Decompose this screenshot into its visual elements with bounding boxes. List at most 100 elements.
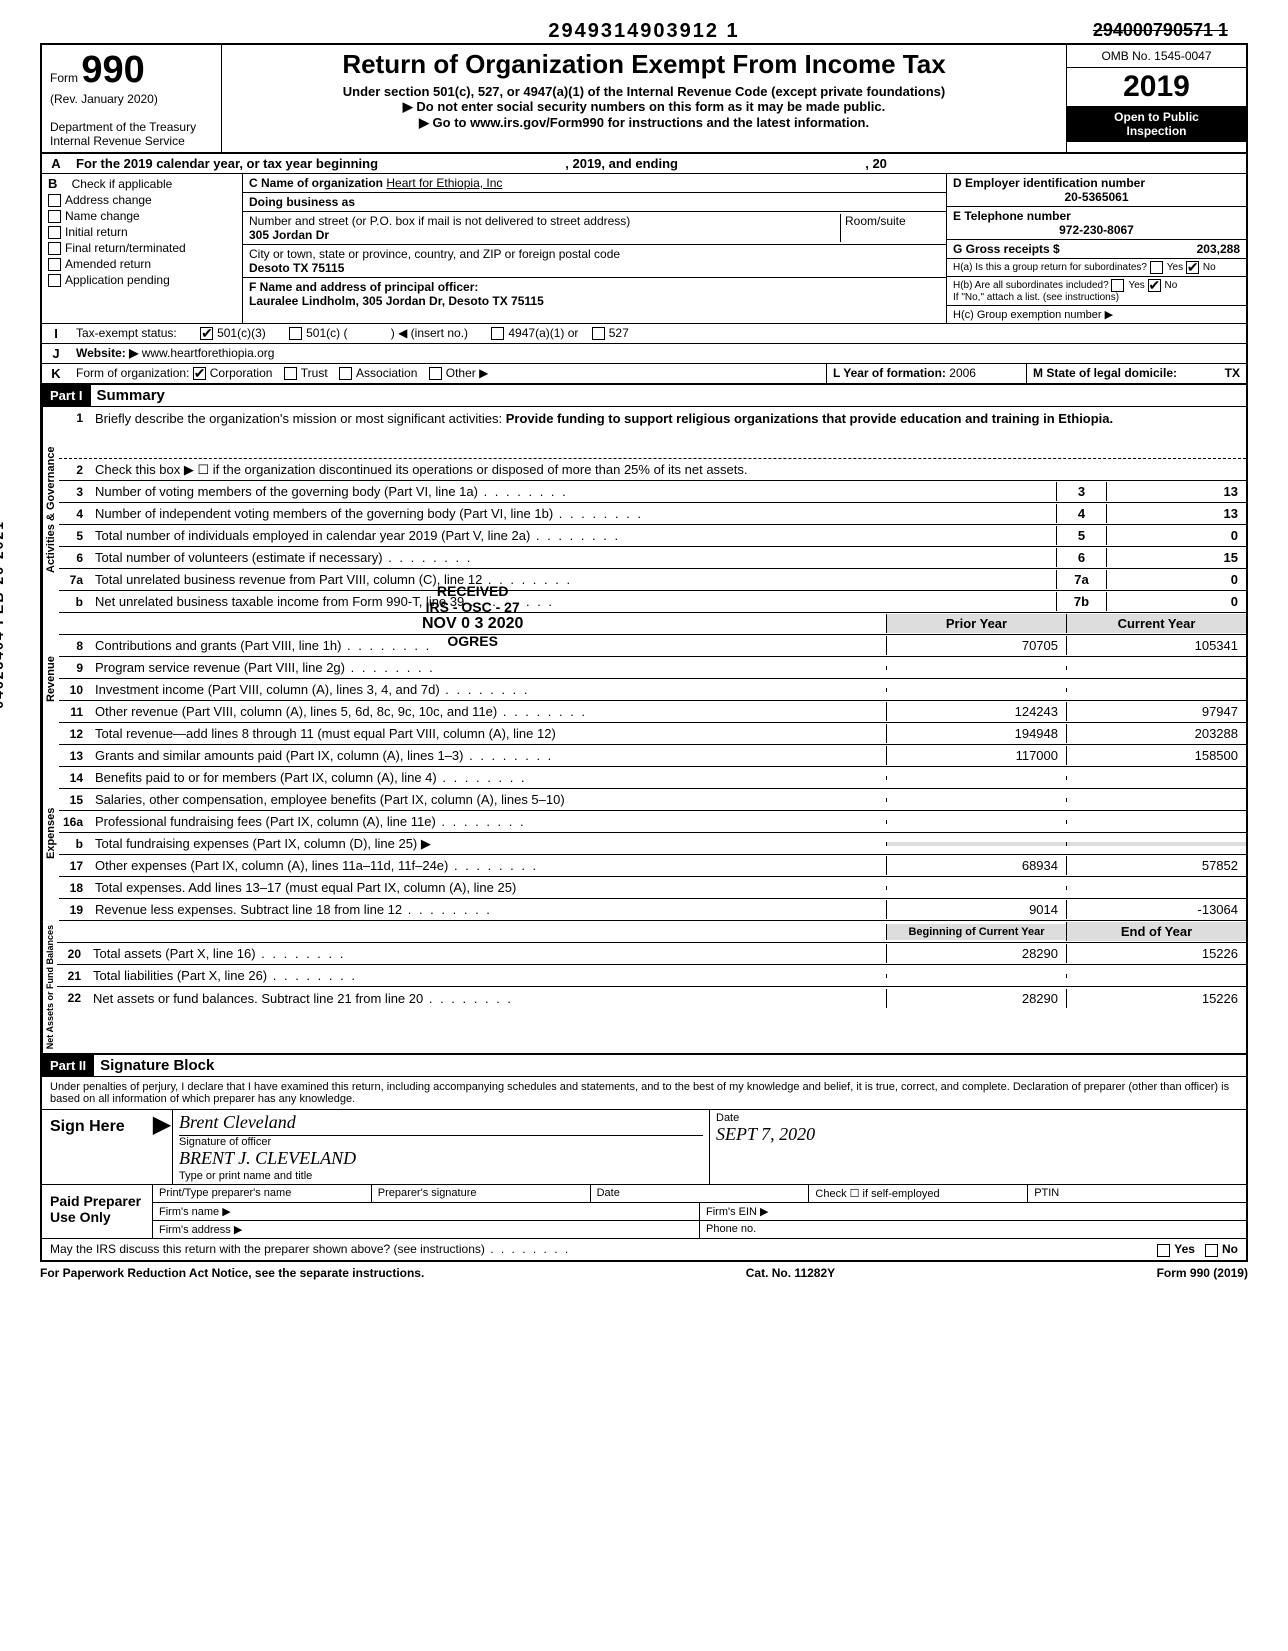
hc-label: H(c) Group exemption number ▶ [947, 306, 1246, 323]
hdr-prior: Prior Year [886, 614, 1066, 633]
chk-501c3[interactable] [200, 327, 213, 340]
opt-501c-insert: ) ◀ (insert no.) [391, 326, 468, 340]
c12: 203288 [1066, 724, 1246, 743]
e-label: E Telephone number [953, 209, 1071, 223]
label-k: K [42, 364, 70, 383]
lbl-application-pending: Application pending [65, 273, 170, 287]
c8: 105341 [1066, 636, 1246, 655]
part1-bar: Part I Summary [40, 385, 1248, 407]
line12: Total revenue—add lines 8 through 11 (mu… [91, 724, 886, 743]
firm-ein-label: Firm's EIN ▶ [699, 1203, 1246, 1220]
line8: Contributions and grants (Part VIII, lin… [91, 636, 886, 655]
name-label: Type or print name and title [179, 1170, 703, 1182]
c17: 57852 [1066, 856, 1246, 875]
chk-4947[interactable] [491, 327, 504, 340]
chk-final-return[interactable] [48, 242, 61, 255]
label-b: B [48, 176, 68, 191]
paid-preparer-label: Paid Preparer Use Only [42, 1185, 152, 1238]
vlabel-netassets: Net Assets or Fund Balances [42, 921, 57, 1053]
p12: 194948 [886, 724, 1066, 743]
chk-other[interactable] [429, 367, 442, 380]
val5: 0 [1106, 526, 1246, 545]
vlabel-governance: Activities & Governance [42, 407, 59, 613]
c10 [1066, 688, 1246, 692]
footer-left: For Paperwork Reduction Act Notice, see … [40, 1266, 424, 1280]
chk-501c[interactable] [289, 327, 302, 340]
may-discuss: May the IRS discuss this return with the… [50, 1242, 1157, 1256]
chk-name-change[interactable] [48, 210, 61, 223]
hdr-end: End of Year [1066, 922, 1246, 941]
line15: Salaries, other compensation, employee b… [91, 790, 886, 809]
city-value: Desoto TX 75115 [249, 261, 344, 275]
c19: -13064 [1066, 900, 1246, 919]
ha-yes: Yes [1167, 262, 1183, 273]
ha-label: H(a) Is this a group return for subordin… [953, 262, 1147, 273]
subtitle-2: Do not enter social security numbers on … [230, 99, 1058, 115]
discuss-yes: Yes [1174, 1242, 1195, 1256]
opt-4947: 4947(a)(1) or [508, 326, 578, 340]
c9 [1066, 666, 1246, 670]
lbl-address-change: Address change [65, 193, 152, 207]
chk-association[interactable] [339, 367, 352, 380]
check-if-self: Check ☐ if self-employed [808, 1185, 1027, 1202]
line10: Investment income (Part VIII, column (A)… [91, 680, 886, 699]
opt-association: Association [356, 366, 417, 380]
chk-initial-return[interactable] [48, 226, 61, 239]
irs-line: Internal Revenue Service [50, 134, 185, 148]
form-number: 990 [81, 49, 144, 91]
lbl-initial-return: Initial return [65, 225, 128, 239]
chk-application-pending[interactable] [48, 274, 61, 287]
opt-527: 527 [609, 326, 629, 340]
line11: Other revenue (Part VIII, column (A), li… [91, 702, 886, 721]
hb-no: No [1165, 280, 1178, 291]
c13: 158500 [1066, 746, 1246, 765]
prep-date-label: Date [590, 1185, 809, 1202]
chk-trust[interactable] [284, 367, 297, 380]
vlabel-revenue: Revenue [42, 613, 59, 745]
row-j: J Website: ▶ www.heartforethiopia.org [40, 344, 1248, 364]
line7a: Total unrelated business revenue from Pa… [91, 570, 1056, 589]
chk-discuss-yes[interactable] [1157, 1244, 1170, 1257]
c21 [1066, 974, 1246, 978]
label-a: A [42, 154, 70, 173]
chk-address-change[interactable] [48, 194, 61, 207]
c22: 15226 [1066, 989, 1246, 1008]
department: Department of the Treasury [50, 120, 196, 134]
sig-label: Signature of officer [179, 1136, 703, 1148]
side-stamp: 04623404 FEB 26 2021 [0, 520, 6, 709]
val4: 13 [1106, 504, 1246, 523]
check-if-applicable: Check if applicable [72, 177, 173, 191]
officer-name: BRENT J. CLEVELAND [179, 1148, 703, 1170]
chk-hb-no[interactable] [1148, 279, 1161, 292]
part2-header: Part II [42, 1055, 94, 1076]
subtitle-3: Go to www.irs.gov/Form990 for instructio… [230, 115, 1058, 131]
date-label: Date [716, 1112, 1240, 1124]
line5: Total number of individuals employed in … [91, 526, 1056, 545]
signature-block: Sign Here ▶ Brent Cleveland Signature of… [40, 1109, 1248, 1261]
block-bcdefgh: B Check if applicable Address change Nam… [40, 174, 1248, 324]
val6: 15 [1106, 548, 1246, 567]
row-i: I Tax-exempt status: 501(c)(3) 501(c) ( … [40, 324, 1248, 344]
line13: Grants and similar amounts paid (Part IX… [91, 746, 886, 765]
phone-label: Phone no. [699, 1221, 1246, 1238]
chk-hb-yes[interactable] [1111, 279, 1124, 292]
p11: 124243 [886, 702, 1066, 721]
part1-title: Summary [97, 387, 165, 404]
chk-amended-return[interactable] [48, 258, 61, 271]
c18 [1066, 886, 1246, 890]
p13: 117000 [886, 746, 1066, 765]
line1-value: Provide funding to support religious org… [506, 411, 1113, 426]
line9: Program service revenue (Part VIII, line… [91, 658, 886, 677]
tax-year: 2019 [1067, 68, 1246, 106]
c20: 15226 [1066, 944, 1246, 963]
vlabel-expenses: Expenses [42, 745, 59, 921]
g-label: G Gross receipts $ [953, 242, 1060, 256]
chk-corporation[interactable] [193, 367, 206, 380]
chk-ha-no[interactable] [1186, 261, 1199, 274]
p17: 68934 [886, 856, 1066, 875]
line7b: Net unrelated business taxable income fr… [91, 592, 1056, 611]
line22: Net assets or fund balances. Subtract li… [89, 989, 886, 1008]
chk-527[interactable] [592, 327, 605, 340]
chk-discuss-no[interactable] [1205, 1244, 1218, 1257]
chk-ha-yes[interactable] [1150, 261, 1163, 274]
